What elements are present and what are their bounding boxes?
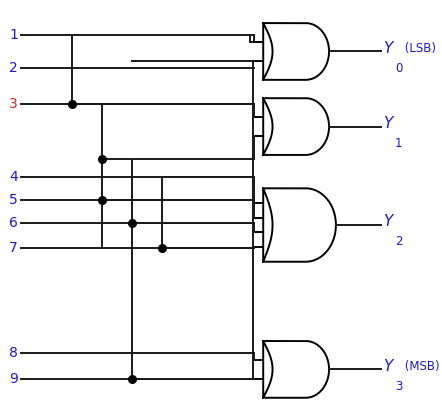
Text: 6: 6 — [9, 216, 18, 230]
Text: 8: 8 — [9, 346, 18, 360]
Text: Y: Y — [383, 116, 392, 131]
Text: Y: Y — [383, 359, 392, 373]
Text: Y: Y — [383, 214, 392, 229]
Text: 4: 4 — [9, 170, 18, 184]
Text: 2: 2 — [9, 61, 18, 75]
Text: Y: Y — [383, 41, 392, 55]
Text: 7: 7 — [9, 241, 18, 255]
Text: 9: 9 — [9, 372, 18, 386]
Text: (MSB): (MSB) — [401, 360, 440, 373]
Text: 1: 1 — [9, 28, 18, 42]
Text: 3: 3 — [9, 97, 18, 110]
Text: (LSB): (LSB) — [401, 42, 436, 55]
Text: 2: 2 — [395, 235, 402, 248]
Text: 0: 0 — [395, 62, 402, 75]
Text: 5: 5 — [9, 193, 18, 207]
Text: 1: 1 — [395, 137, 402, 150]
Text: 3: 3 — [395, 380, 402, 393]
